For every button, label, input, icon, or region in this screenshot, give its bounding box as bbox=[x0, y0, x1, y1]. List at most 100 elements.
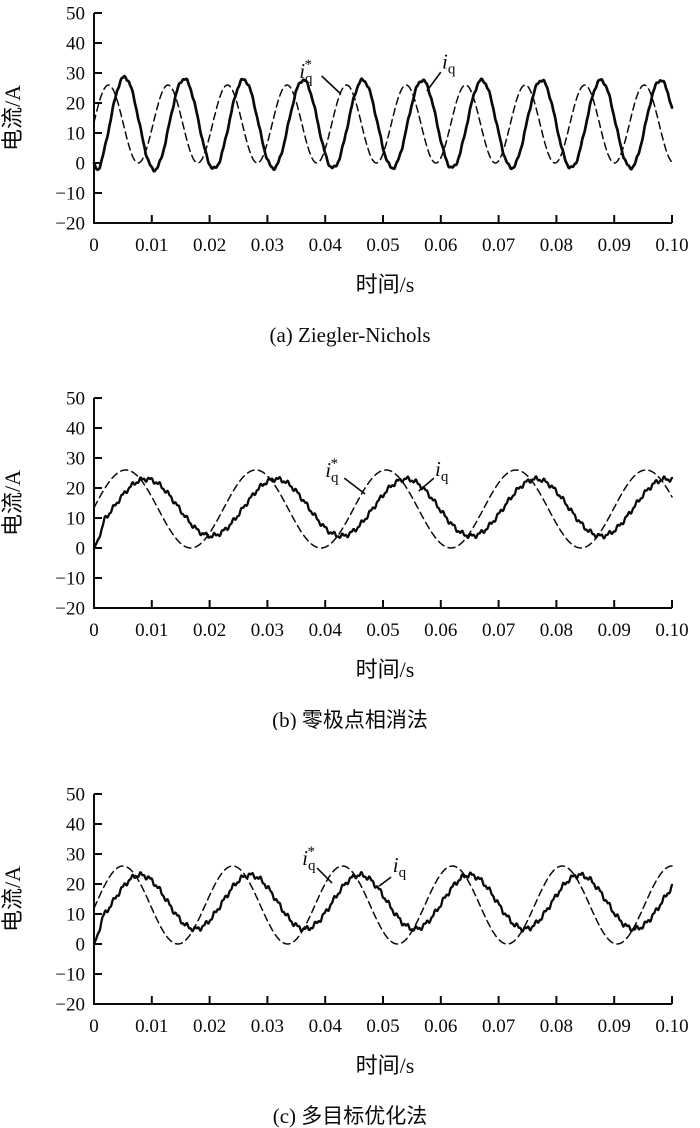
y-axis-tick-label: 20 bbox=[66, 479, 85, 500]
y-axis-tick-label: 40 bbox=[66, 34, 85, 55]
x-axis-label: 时间/s bbox=[356, 657, 415, 682]
annotation-ref-current-label: iq* bbox=[299, 57, 313, 87]
annotation-measured-current-label: iq bbox=[442, 50, 456, 78]
annotation-leader-line bbox=[343, 477, 366, 495]
x-axis-tick-label: 0.05 bbox=[366, 235, 399, 256]
y-axis-tick-label: 30 bbox=[66, 449, 85, 470]
annotation-label-subscript: q bbox=[448, 62, 456, 78]
y-axis-tick-label: 10 bbox=[66, 509, 85, 530]
x-axis-tick-label: 0.09 bbox=[598, 620, 631, 641]
annotation-label-superscript: * bbox=[305, 57, 313, 73]
measured-current-curve bbox=[92, 74, 674, 173]
annotation-leader-line bbox=[426, 71, 442, 92]
axis-line bbox=[93, 398, 672, 609]
x-axis-tick-label: 0.08 bbox=[540, 1016, 573, 1037]
annotation-label-subscript: q bbox=[308, 858, 316, 874]
y-axis-label: 电流/A bbox=[0, 866, 25, 932]
x-axis-tick-label: 0.09 bbox=[598, 235, 631, 256]
x-axis-tick-label: 0.06 bbox=[424, 620, 457, 641]
y-axis-tick-label: 20 bbox=[66, 875, 85, 896]
reference-current-curve bbox=[93, 84, 673, 164]
x-axis-tick-label: 0.03 bbox=[251, 620, 284, 641]
y-axis-tick-label: −10 bbox=[55, 569, 85, 590]
y-axis-tick-label: 40 bbox=[66, 419, 85, 440]
x-axis-tick-label: 0.01 bbox=[135, 235, 168, 256]
y-axis-tick-label: 40 bbox=[66, 815, 85, 836]
panel-c: 50 40 30 20 10 0 −10 −20 0 0.01 0.02 0.03 0.04 0.05 0.… bbox=[0, 778, 700, 1128]
measured-current-curve bbox=[92, 871, 674, 946]
y-axis-label: 电流/A bbox=[0, 85, 25, 151]
measured-current-curve bbox=[92, 475, 674, 550]
y-axis-tick-label: 50 bbox=[66, 785, 85, 806]
x-axis-tick-label: 0.08 bbox=[540, 235, 573, 256]
x-axis-tick-label: 0.06 bbox=[424, 1016, 457, 1037]
annotation-label-base: i bbox=[325, 458, 331, 482]
reference-current-curve bbox=[93, 469, 673, 549]
x-axis-tick-label: 0.10 bbox=[655, 235, 688, 256]
x-axis-tick-label: 0.01 bbox=[135, 620, 168, 641]
annotation-label-subscript: q bbox=[399, 865, 407, 881]
x-axis-tick-label: 0.04 bbox=[309, 1016, 343, 1037]
annotation-label-base: i bbox=[393, 853, 399, 877]
y-axis-tick-label: 30 bbox=[66, 845, 85, 866]
annotation-leader-line bbox=[378, 876, 392, 887]
y-axis-tick-label: −20 bbox=[55, 599, 85, 620]
panel-caption: (a) Ziegler-Nichols bbox=[269, 323, 430, 347]
annotation-label-base: i bbox=[299, 59, 305, 83]
x-axis-tick-label: 0.01 bbox=[135, 1016, 168, 1037]
annotation-label-superscript: * bbox=[331, 456, 339, 472]
y-axis-tick-label: 0 bbox=[76, 935, 86, 956]
y-axis-tick-label: 10 bbox=[66, 124, 85, 145]
annotation-leader-line bbox=[316, 867, 333, 884]
x-axis-tick-label: 0.10 bbox=[655, 1016, 688, 1037]
y-axis-tick-label: −20 bbox=[55, 214, 85, 235]
x-axis-tick-label: 0 bbox=[89, 235, 99, 256]
annotation-label-base: i bbox=[302, 846, 308, 870]
y-axis-tick-label: −10 bbox=[55, 965, 85, 986]
annotation-measured-current-label: iq bbox=[435, 457, 449, 485]
annotation-ref-current-label: iq* bbox=[325, 456, 339, 486]
y-axis-tick-label: 50 bbox=[66, 389, 85, 410]
y-axis-tick-label: 20 bbox=[66, 94, 85, 115]
annotation-leader-line bbox=[418, 477, 435, 492]
x-axis-tick-label: 0.10 bbox=[655, 620, 688, 641]
annotation-label-superscript: * bbox=[307, 844, 315, 860]
x-axis-tick-label: 0.03 bbox=[251, 235, 284, 256]
annotation-label-subscript: q bbox=[331, 470, 339, 486]
annotation-leader-line bbox=[321, 75, 342, 95]
annotation-label-base: i bbox=[442, 50, 448, 74]
y-axis-tick-label: −10 bbox=[55, 184, 85, 205]
x-axis-label: 时间/s bbox=[356, 272, 415, 297]
annotation-ref-current-label: iq* bbox=[302, 844, 316, 874]
x-axis-tick-label: 0.07 bbox=[482, 1016, 515, 1037]
panel-caption: (b) 零极点相消法 bbox=[272, 708, 428, 730]
x-axis-tick-label: 0.05 bbox=[366, 620, 399, 641]
x-axis-tick-label: 0.07 bbox=[482, 620, 515, 641]
x-axis-label: 时间/s bbox=[356, 1053, 415, 1078]
x-axis-tick-label: 0.07 bbox=[482, 235, 515, 256]
x-axis-tick-label: 0.06 bbox=[424, 235, 457, 256]
x-axis-tick-label: 0.04 bbox=[309, 620, 343, 641]
panel-b: 50 40 30 20 10 0 −10 −20 0 0.01 0.02 0.03 0.04 0.05 0.… bbox=[0, 383, 700, 731]
annotation-label-base: i bbox=[435, 457, 441, 481]
x-axis-tick-label: 0 bbox=[89, 620, 99, 641]
x-axis-tick-label: 0.03 bbox=[251, 1016, 284, 1037]
x-axis-tick-label: 0.02 bbox=[193, 1016, 226, 1037]
x-axis-tick-label: 0.02 bbox=[193, 620, 226, 641]
y-axis-tick-label: 0 bbox=[76, 539, 86, 560]
y-axis-tick-label: −20 bbox=[55, 995, 85, 1016]
panel-caption: (c) 多目标优化法 bbox=[273, 1104, 428, 1128]
y-axis-tick-label: 50 bbox=[66, 4, 85, 25]
panel-a: 50 40 30 20 10 0 −10 −20 0 0.01 0.02 0.03 0.04 0.05 0.… bbox=[0, 0, 700, 362]
y-axis-tick-label: 10 bbox=[66, 905, 85, 926]
x-axis-tick-label: 0.09 bbox=[598, 1016, 631, 1037]
y-axis-label: 电流/A bbox=[0, 470, 25, 536]
x-axis-tick-label: 0.08 bbox=[540, 620, 573, 641]
x-axis-tick-label: 0.02 bbox=[193, 235, 226, 256]
y-axis-tick-label: 0 bbox=[76, 154, 86, 175]
y-axis-tick-label: 30 bbox=[66, 64, 85, 85]
